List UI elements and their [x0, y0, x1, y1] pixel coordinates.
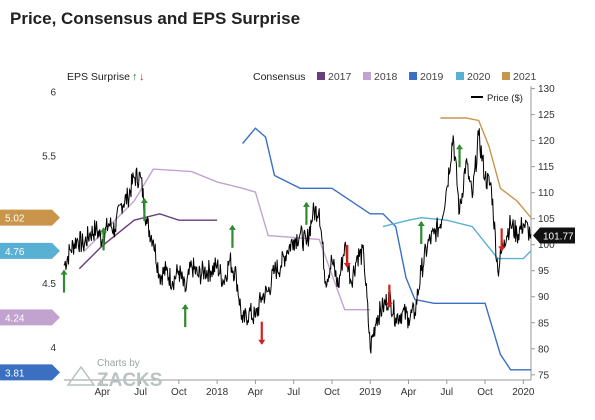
x-tick-label: Apr	[248, 387, 264, 398]
legend: EPS Surprise ↑ ↓ Consensus 2017 2018 2019 2020 2…	[67, 71, 537, 104]
right-tick-label: 130	[538, 84, 555, 95]
left-tick-label: 6	[50, 87, 56, 98]
x-tick-label: Apr	[94, 387, 110, 398]
eps-arrow-head	[258, 339, 266, 345]
left-value-badge	[0, 209, 60, 226]
left-value-badge-label: 4.24	[5, 313, 25, 324]
price-line-path	[63, 128, 532, 354]
eps-arrow-head	[302, 201, 310, 207]
x-tick-label: 2019	[359, 387, 382, 398]
x-tick-label: Oct	[477, 387, 493, 398]
watermark-line1: Charts by	[97, 358, 140, 369]
value-badges: 5.02 4.76 4.24 3.81	[0, 209, 60, 381]
eps-arrow-head	[385, 302, 393, 308]
left-value-badge-label: 3.81	[5, 368, 25, 379]
legend-swatch-2018	[363, 72, 371, 80]
x-tick-label: Oct	[324, 387, 340, 398]
left-value-badge	[0, 242, 60, 259]
left-value-badge-label: 5.02	[5, 214, 25, 225]
x-tick-label: Apr	[401, 387, 417, 398]
eps-arrow-head	[456, 144, 464, 150]
axes: Apr Jul Oct 2018 Apr Jul Oct 2019 Apr Jul Oct 2020 4…	[42, 84, 555, 398]
right-tick-label: 90	[538, 292, 550, 303]
legend-label-2018: 2018	[374, 71, 398, 83]
legend-label-2019: 2019	[420, 71, 444, 83]
x-tick-label: Jul	[287, 387, 300, 398]
eps-arrow-head	[417, 221, 425, 226]
right-tick-label: 120	[538, 136, 555, 147]
eps-arrow-head	[140, 197, 148, 203]
eps-arrow-head	[228, 224, 236, 230]
eps-down-arrow-icon: ↓	[139, 71, 145, 83]
right-tick-label: 75	[538, 370, 550, 381]
legend-label-2021: 2021	[513, 71, 537, 83]
x-tick-label: Jul	[440, 387, 453, 398]
last-price-label: 101.77	[543, 231, 574, 242]
last-price-flag	[533, 227, 575, 244]
eps-surprise-markers	[60, 144, 506, 345]
x-tick-label: 2018	[206, 387, 229, 398]
price-legend-label: Price ($)	[487, 93, 523, 104]
right-tick-label: 95	[538, 266, 550, 277]
consensus-line-2019	[242, 127, 531, 371]
right-tick-label: 100	[538, 240, 555, 251]
right-tick-label: 115	[538, 162, 554, 173]
right-tick-label: 110	[538, 188, 554, 199]
consensus-legend-label: Consensus	[253, 71, 306, 83]
eps-arrow-head	[343, 263, 351, 269]
left-tick-label: 4	[50, 343, 56, 354]
consensus-line-2021	[440, 117, 532, 219]
eps-arrow-head	[181, 304, 189, 310]
consensus-line-2020	[382, 216, 532, 260]
left-tick-label: 4.5	[42, 279, 56, 290]
consensus-line-2018	[82, 168, 371, 311]
x-tick-label: Oct	[171, 387, 187, 398]
page-title: Price, Consensus and EPS Surprise	[10, 9, 301, 28]
right-tick-label: 80	[538, 344, 550, 355]
zacks-logo-icon	[66, 365, 96, 386]
right-tick-label: 105	[538, 214, 555, 225]
eps-up-arrow-icon: ↑	[132, 71, 138, 83]
eps-arrow-head	[100, 227, 108, 233]
legend-swatch-2019	[409, 72, 417, 80]
watermark-line2: ZACKS	[97, 370, 162, 391]
right-tick-label: 125	[538, 110, 555, 121]
x-tick-label: 2020	[512, 387, 535, 398]
left-value-badge	[0, 364, 60, 381]
eps-surprise-legend-label: EPS Surprise	[67, 71, 130, 83]
right-tick-label: 85	[538, 318, 550, 329]
price-line: 101.77	[63, 128, 575, 354]
legend-label-2020: 2020	[467, 71, 491, 83]
eps-arrow-head	[498, 246, 506, 252]
eps-arrow-head	[60, 269, 68, 275]
legend-label-2017: 2017	[328, 71, 352, 83]
left-value-badge	[0, 309, 60, 326]
legend-swatch-2017	[317, 72, 325, 80]
left-value-badge-label: 4.76	[5, 247, 25, 258]
legend-swatch-2020	[456, 72, 464, 80]
x-tick-label: Jul	[134, 387, 147, 398]
consensus-lines	[78, 117, 532, 371]
consensus-line-2017	[78, 213, 218, 270]
legend-swatch-2021	[502, 72, 510, 80]
left-tick-label: 5.5	[42, 151, 56, 162]
